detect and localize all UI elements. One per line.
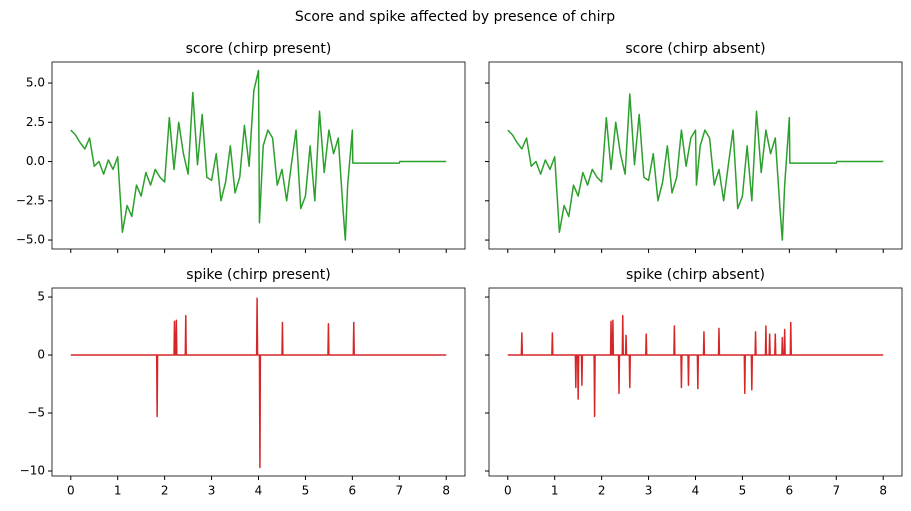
x-tick-label: 8 [879, 484, 887, 498]
axes-frame [488, 287, 903, 477]
data-line [70, 69, 447, 241]
y-tick-label: −10 [20, 464, 45, 478]
x-tick-label: 3 [208, 484, 216, 498]
x-tick-label: 3 [645, 484, 653, 498]
data-line [507, 93, 884, 241]
data-line [70, 297, 447, 469]
axes-frame [488, 61, 903, 250]
x-tick-label: 5 [302, 484, 310, 498]
y-tick-label: 0.0 [26, 154, 45, 168]
x-tick-label: 8 [442, 484, 450, 498]
x-tick-label: 7 [395, 484, 403, 498]
x-tick-label: 6 [786, 484, 794, 498]
figure-title: Score and spike affected by presence of … [295, 9, 615, 25]
subplot-title: score (chirp present) [186, 41, 332, 57]
data-line [507, 314, 884, 418]
y-tick-label: −2.5 [16, 193, 45, 207]
x-tick-label: 2 [598, 484, 606, 498]
axes-frame [51, 287, 466, 477]
y-tick-label: 5 [37, 290, 45, 304]
x-tick-label: 4 [255, 484, 263, 498]
x-tick-label: 0 [67, 484, 75, 498]
x-tick-label: 6 [349, 484, 357, 498]
y-tick-label: 5.0 [26, 76, 45, 90]
x-tick-label: 7 [832, 484, 840, 498]
axes-frame [51, 61, 466, 250]
x-tick-label: 2 [161, 484, 169, 498]
y-tick-label: 2.5 [26, 115, 45, 129]
x-tick-label: 1 [114, 484, 122, 498]
x-tick-label: 5 [739, 484, 747, 498]
subplot-title: score (chirp absent) [625, 41, 765, 57]
x-tick-label: 0 [504, 484, 512, 498]
x-tick-label: 1 [551, 484, 559, 498]
y-tick-label: 0 [37, 348, 45, 362]
subplot-title: spike (chirp present) [186, 267, 330, 283]
x-tick-label: 4 [692, 484, 700, 498]
y-tick-label: −5.0 [16, 233, 45, 247]
subplot-title: spike (chirp absent) [626, 267, 765, 283]
y-tick-label: −5 [27, 406, 45, 420]
